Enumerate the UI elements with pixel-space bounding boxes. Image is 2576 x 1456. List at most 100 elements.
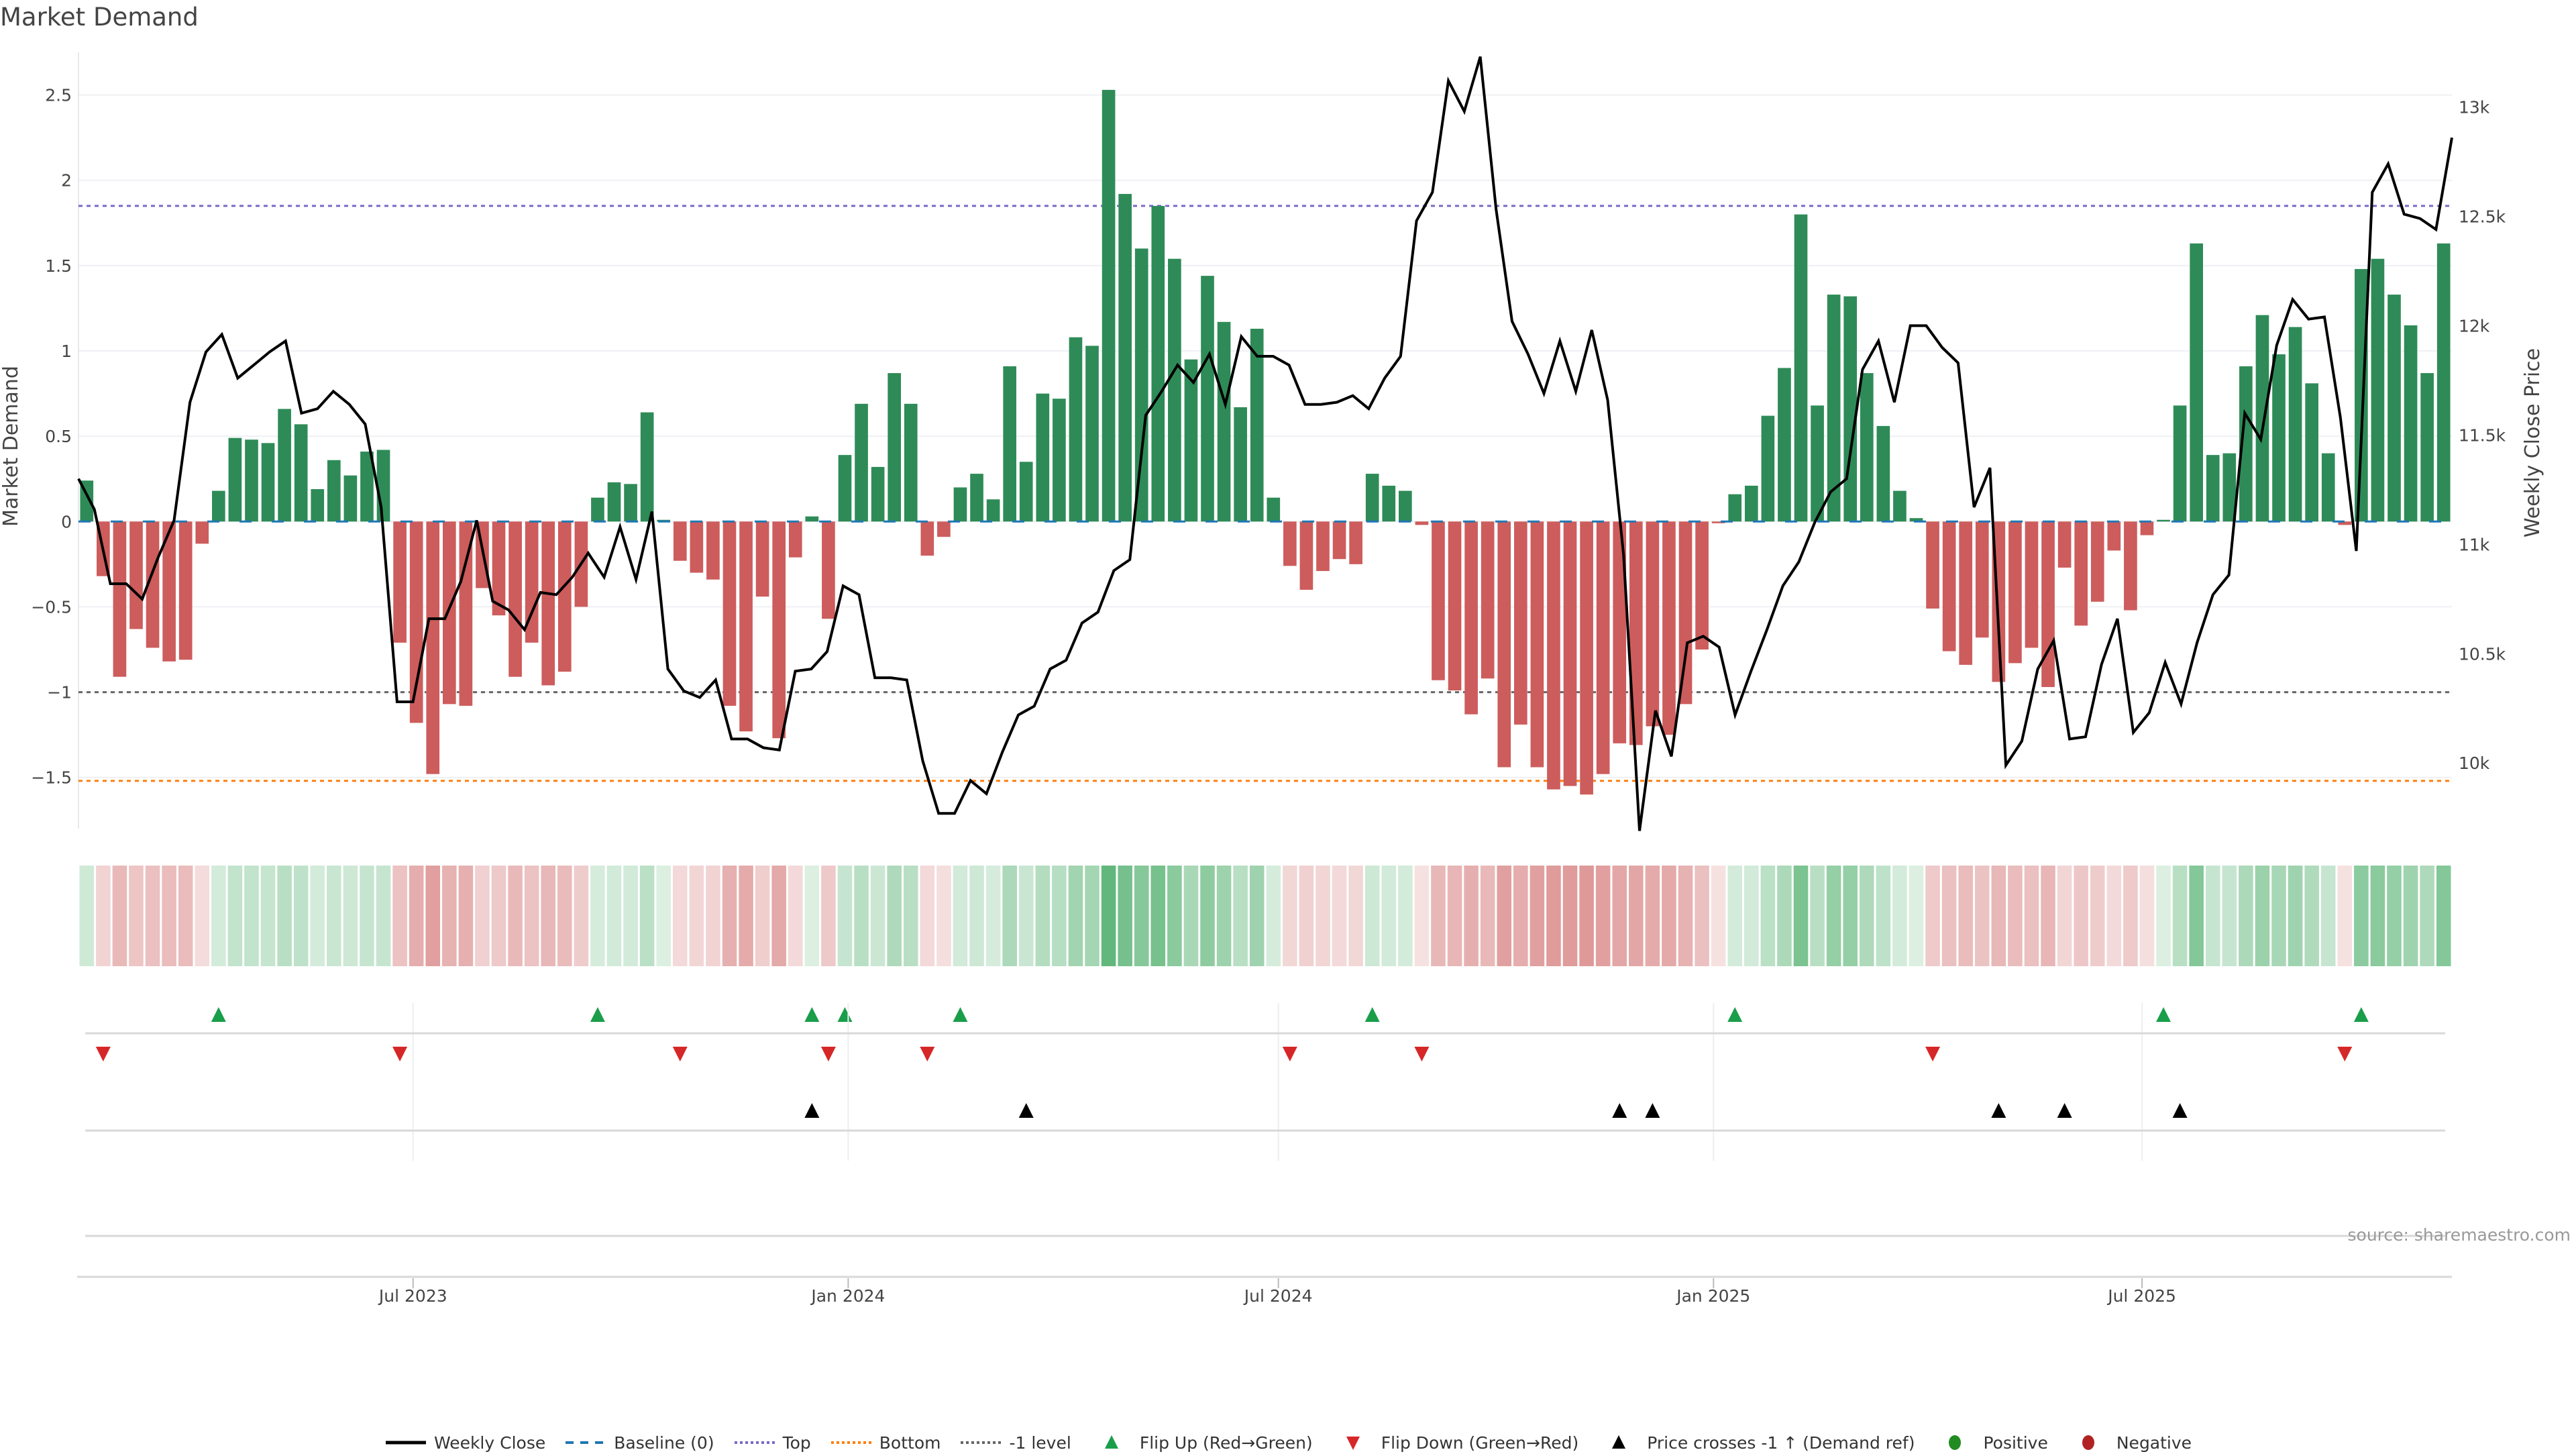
demand-bar [195,521,209,544]
heat-cell [2436,866,2451,966]
y-tick-label: 0.5 [45,427,72,446]
legend-item[interactable]: Baseline (0) [564,1433,714,1453]
y2-tick-label: 10k [2459,753,2490,773]
price-cross-marker [2172,1103,2188,1118]
demand-bar [1019,462,1033,522]
demand-bar [805,516,819,522]
demand-bar [1860,373,1874,522]
demand-bar [113,521,127,677]
demand-bar [2090,521,2104,602]
demand-bar [2371,258,2385,522]
demand-bar [492,521,506,616]
heat-cell [2074,866,2088,966]
heat-cell [1860,866,1874,966]
heat-cell [1480,866,1495,966]
legend-item[interactable]: -1 level [959,1433,1071,1453]
flip-down-marker [95,1047,111,1061]
heat-cell [755,866,770,966]
x-axis: Jul 2023 Jan 2024 Jul 2024 Jan 2025 Jul 2025 [77,1003,2452,1306]
heat-cell [1266,866,1281,966]
price-cross-marker [2057,1103,2072,1118]
heat-cell [722,866,737,966]
heat-cell [739,866,753,966]
legend-item[interactable]: Bottom [830,1433,941,1453]
heat-cell [2090,866,2105,966]
legend-item[interactable]: Flip Up (Red→Green) [1090,1433,1313,1453]
flip-up-marker [953,1007,968,1022]
demand-bar [2025,521,2039,648]
heat-cell [1381,866,1397,966]
demand-bar [788,521,802,558]
heat-cell [606,866,622,966]
demand-bar [1876,425,1890,522]
demand-bar [162,521,176,662]
demand-heat-strip [79,866,2451,966]
demand-bar [607,482,621,522]
flip-up-marker [804,1007,820,1022]
demand-bar [360,452,374,522]
legend-item[interactable]: Negative [2067,1433,2192,1453]
heat-cell [2403,866,2418,966]
legend-dot [2082,1435,2094,1450]
demand-bar [739,521,753,732]
demand-bar [343,475,358,522]
demand-bar [1711,521,1725,523]
legend-triangle [1104,1435,1118,1449]
demand-bar [624,484,637,522]
demand-bar [1036,393,1050,522]
demand-bar [2190,243,2204,522]
heat-cell [442,866,457,966]
heat-cell [2205,866,2220,966]
heat-cell [409,866,424,966]
price-cross-marker [1991,1103,2006,1118]
demand-bar [1497,521,1511,768]
demand-bar [2124,521,2137,611]
legend-triangle [1612,1435,1626,1449]
flip-up-marker [2353,1007,2369,1022]
demand-bar [278,409,291,522]
demand-bar [2305,383,2318,522]
heat-cell [854,866,869,966]
demand-bar [2107,521,2121,551]
demand-bar [1629,521,1643,745]
demand-bar [2255,315,2269,522]
legend-item[interactable]: Flip Down (Green→Red) [1332,1433,1578,1453]
heat-cell [1497,866,1512,966]
demand-bar [1942,521,1956,652]
demand-bar [1678,521,1693,705]
demand-bar [1596,521,1610,774]
legend-item[interactable]: Top [733,1433,811,1453]
demand-bar [1893,490,1907,522]
reference-lines [78,205,2452,782]
heat-cell [1892,866,1907,966]
demand-bar [1580,521,1593,795]
heat-cell [1629,866,1644,966]
heat-cell [706,866,720,966]
demand-bar [1003,366,1017,522]
heat-cell [1332,866,1347,966]
heat-cell [2337,866,2353,966]
event-markers [95,1007,2369,1118]
heat-cell [870,866,885,966]
heat-cell [1134,866,1149,966]
heat-cell [1216,866,1232,966]
demand-bar [129,521,143,629]
flip-down-marker [672,1047,688,1061]
heat-cell [1760,866,1776,966]
legend-item[interactable]: Price crosses -1 ↑ (Demand ref) [1597,1433,1915,1453]
heat-cell [211,866,226,966]
demand-bar [1069,337,1083,522]
heat-cell [360,866,374,966]
legend-item[interactable]: Positive [1933,1433,2048,1453]
legend-item[interactable]: Weekly Close [384,1433,545,1453]
demand-bar [1794,214,1808,522]
heat-cell [1810,866,1825,966]
demand-bar [2387,295,2401,522]
demand-bar [146,521,160,648]
demand-bar [855,403,868,522]
demand-bar [1695,521,1709,649]
demand-bar [1365,474,1379,522]
heat-cell [392,866,407,966]
left-y-axis: 2.5 2 1.5 1 0.5 0 −0.5 −1 −1.5 [31,86,72,788]
demand-bar [1299,521,1313,590]
